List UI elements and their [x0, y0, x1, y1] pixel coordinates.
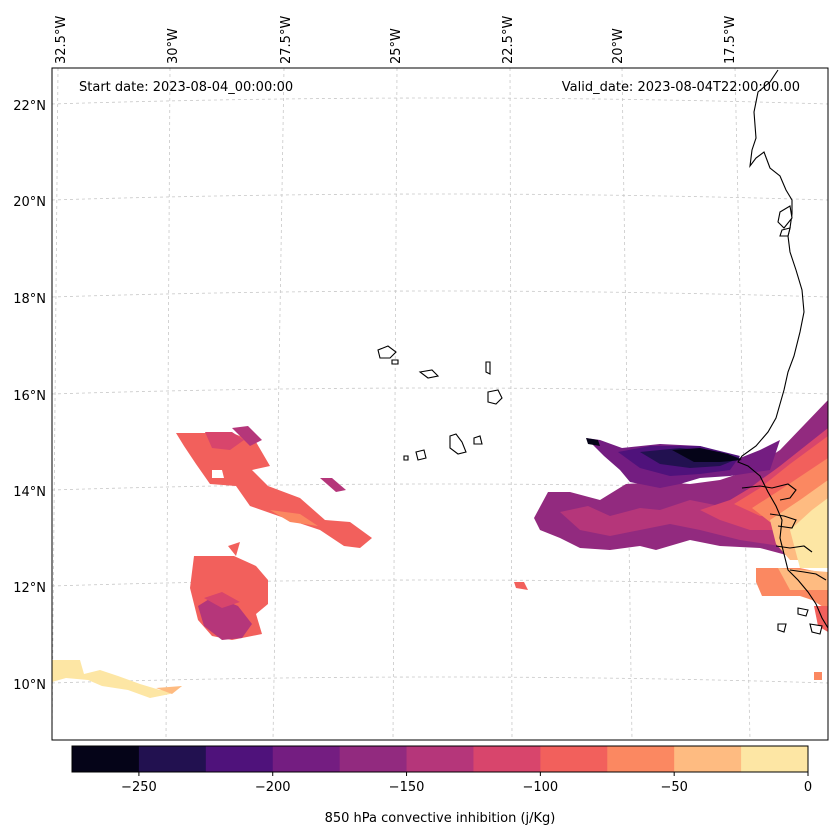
lon-label: 20°W	[611, 28, 626, 64]
colorbar-tick-label: −200	[255, 780, 291, 795]
colorbar-tick-label: −150	[389, 780, 425, 795]
cin-region	[270, 510, 318, 526]
cin-region	[586, 438, 600, 446]
lon-label: 17.5°W	[723, 16, 738, 64]
lon-label: 27.5°W	[279, 16, 294, 64]
island	[377, 345, 397, 359]
cin-region	[320, 478, 346, 492]
lat-label: 16°N	[13, 389, 46, 404]
map-frame	[51, 67, 829, 741]
colorbar-swatch	[72, 746, 140, 772]
cin-region	[228, 542, 240, 556]
cin-region	[790, 498, 828, 568]
colorbar-swatch	[741, 746, 809, 772]
colorbar-swatch	[607, 746, 675, 772]
cin-region	[204, 592, 240, 608]
lat-label: 12°N	[13, 581, 46, 596]
cin-region	[514, 582, 528, 590]
colorbar-swatch	[339, 746, 408, 772]
start-date: Start date: 2023-08-04_00:00:00	[79, 80, 293, 95]
island	[449, 433, 467, 455]
lon-label: 30°W	[166, 28, 181, 64]
cin-region	[156, 686, 182, 694]
colorbar-tick-label: −250	[121, 780, 157, 795]
island	[777, 623, 787, 633]
colorbar-tick-label: −50	[660, 780, 687, 795]
colorbar-tick-label: 0	[804, 780, 812, 795]
lon-label: 32.5°W	[54, 16, 69, 64]
valid-date: Valid_date: 2023-08-04T22:00:00.00	[562, 80, 800, 95]
cin-region	[176, 433, 372, 548]
colorbar-swatch	[138, 746, 207, 772]
cin-region	[198, 596, 252, 640]
africa-coastline	[737, 69, 829, 629]
lat-label: 20°N	[13, 195, 46, 210]
river-border	[775, 545, 813, 553]
colorbar-ticks: −250 −200 −150 −100 −50 0	[121, 772, 812, 795]
colorbar-tick-label: −100	[523, 780, 559, 795]
island	[487, 389, 503, 405]
colorbar: −250 −200 −150 −100 −50 0 850 hPa convective …	[71, 745, 812, 826]
cin-region	[814, 672, 822, 680]
river-border	[769, 513, 797, 529]
cin-region	[814, 606, 828, 632]
colorbar-swatch	[406, 746, 474, 772]
colorbar-swatch	[205, 746, 274, 772]
cin-region	[205, 432, 244, 450]
colorbar-swatch	[674, 746, 742, 772]
island	[418, 369, 440, 379]
colorbar-swatch	[272, 746, 341, 772]
cin-region	[52, 660, 182, 698]
lat-labels: 22°N 20°N 18°N 16°N 14°N 12°N 10°N	[13, 99, 46, 693]
island	[403, 455, 409, 461]
island	[779, 227, 791, 237]
colorbar-frame	[71, 745, 809, 773]
island	[485, 361, 491, 375]
colorbar-swatch	[540, 746, 608, 772]
lat-label: 18°N	[13, 292, 46, 307]
cin-field	[52, 400, 828, 698]
river-border	[741, 483, 797, 501]
island	[473, 435, 483, 445]
map-panel: Start date: 2023-08-04_00:00:00 Valid_da…	[13, 16, 829, 741]
colorbar-swatch	[473, 746, 541, 772]
colorbar-label: 850 hPa convective inhibition (j/Kg)	[325, 811, 556, 826]
cin-region	[212, 470, 224, 478]
cin-region	[672, 448, 742, 462]
lat-label: 22°N	[13, 99, 46, 114]
lon-label: 22.5°W	[501, 16, 516, 64]
island	[415, 449, 427, 461]
island	[809, 623, 823, 635]
coastlines	[377, 69, 829, 635]
lon-label: 25°W	[389, 28, 404, 64]
lat-label: 10°N	[13, 678, 46, 693]
island	[391, 359, 399, 365]
lon-labels: 32.5°W 30°W 27.5°W 25°W 22.5°W 20°W 17.5…	[54, 16, 738, 64]
river-border	[789, 569, 827, 581]
graticule	[51, 67, 829, 741]
cin-region	[232, 426, 262, 446]
colorbar-swatches	[72, 746, 809, 772]
island	[777, 205, 793, 229]
island	[797, 607, 809, 617]
lat-label: 14°N	[13, 485, 46, 500]
